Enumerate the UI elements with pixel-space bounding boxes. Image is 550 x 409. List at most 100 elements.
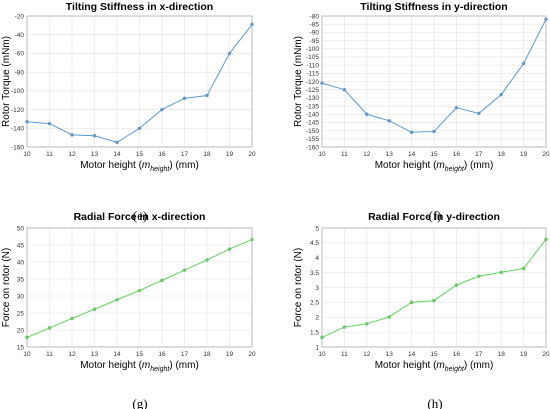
x-tick-label: 12 <box>363 351 371 358</box>
data-point <box>25 119 29 124</box>
y-axis-label: Force on rotor (N) <box>293 248 304 327</box>
y-tick-label: 1 <box>315 344 319 351</box>
x-tick-label: 18 <box>203 351 211 358</box>
y-tick-label: 2.5 <box>310 300 319 307</box>
x-axis-label: Motor height (mheight) (mm) <box>80 160 199 173</box>
y-tick-label: 5 <box>315 225 319 232</box>
data-point <box>387 315 391 319</box>
y-tick-label: -105 <box>306 54 319 61</box>
chart-title: Tilting Stiffness in y-direction <box>360 1 507 13</box>
y-tick-label: 45 <box>17 242 25 249</box>
data-point <box>409 300 414 305</box>
x-tick-label: 20 <box>248 151 256 158</box>
x-tick-label: 12 <box>363 151 371 158</box>
x-tick-label: 17 <box>181 151 189 158</box>
x-axis-label-var: m <box>436 360 444 371</box>
x-axis-label-sub: height <box>445 366 465 373</box>
y-tick-label: 25 <box>17 310 25 317</box>
data-point <box>137 288 142 293</box>
y-tick-label: 3.5 <box>310 270 319 277</box>
y-axis-label: Rotor Torque (mNm) <box>1 36 12 127</box>
y-tick-label: -60 <box>15 51 25 58</box>
panel-caption: (g) <box>132 396 147 409</box>
data-point <box>454 105 459 110</box>
y-axis-label: Force on rotor (N) <box>1 248 12 327</box>
x-axis-label-var: m <box>436 160 444 171</box>
y-tick-label: -155 <box>306 136 319 143</box>
data-point <box>205 93 209 98</box>
data-point <box>320 81 324 85</box>
x-tick-label: 10 <box>318 351 326 358</box>
x-axis-label-suffix: ) (mm) <box>169 360 198 371</box>
data-point <box>182 268 187 272</box>
x-tick-label: 13 <box>386 151 394 158</box>
y-tick-label: -80 <box>310 13 320 20</box>
x-tick-label: 14 <box>113 351 121 358</box>
x-axis-label: Motor height (mheight) (mm) <box>375 160 494 173</box>
data-point <box>160 278 164 283</box>
data-point <box>342 325 347 329</box>
y-tick-label: 50 <box>17 225 25 232</box>
panel-caption: (f) <box>429 208 442 223</box>
x-tick-label: 17 <box>475 151 483 158</box>
x-axis-label-var: m <box>142 160 150 171</box>
plot-frame <box>321 227 547 348</box>
y-tick-label: -90 <box>310 30 320 37</box>
chart-title: Radial Force in x-direction <box>74 211 206 223</box>
x-tick-label: 15 <box>430 151 438 158</box>
data-point <box>250 237 254 242</box>
data-point <box>25 335 29 340</box>
y-tick-label: -80 <box>15 69 25 76</box>
data-point <box>477 111 481 116</box>
x-tick-label: 11 <box>46 151 53 158</box>
y-tick-label: -135 <box>306 103 319 110</box>
data-point <box>521 266 526 271</box>
x-tick-label: 20 <box>248 351 256 358</box>
x-tick-label: 15 <box>136 151 144 158</box>
data-point <box>365 322 369 326</box>
y-tick-label: 4.5 <box>310 240 319 247</box>
x-axis-label-suffix: ) (mm) <box>464 360 493 371</box>
y-tick-label: 15 <box>17 344 25 351</box>
x-axis-label-sub: height <box>150 166 170 173</box>
x-tick-label: 17 <box>475 351 483 358</box>
y-tick-label: -120 <box>11 107 24 114</box>
x-tick-label: 10 <box>318 151 326 158</box>
y-tick-label: -145 <box>306 120 319 127</box>
x-tick-label: 15 <box>430 351 438 358</box>
chart-title: Radial Force in y-direction <box>368 211 500 223</box>
y-tick-label: -150 <box>306 128 319 135</box>
y-tick-label: -100 <box>11 88 24 95</box>
y-tick-label: -160 <box>11 144 24 151</box>
x-axis-label-sub: height <box>445 166 465 173</box>
chart-title: Tilting Stiffness in x-direction <box>66 1 213 13</box>
data-point <box>182 96 187 101</box>
data-point <box>137 126 142 131</box>
y-tick-label: -40 <box>15 32 25 39</box>
data-point <box>205 258 209 262</box>
x-axis-label-suffix: ) (mm) <box>464 160 493 171</box>
x-tick-label: 11 <box>341 151 348 158</box>
data-point <box>432 298 436 303</box>
y-tick-label: -130 <box>306 95 319 102</box>
x-tick-label: 20 <box>542 351 550 358</box>
x-tick-label: 18 <box>203 151 211 158</box>
data-point <box>544 17 548 22</box>
y-tick-label: -95 <box>310 38 320 45</box>
x-tick-label: 19 <box>520 151 528 158</box>
data-point <box>521 61 526 66</box>
data-point <box>454 283 459 287</box>
x-tick-label: 19 <box>226 351 234 358</box>
x-tick-label: 12 <box>68 151 76 158</box>
x-tick-label: 10 <box>23 151 31 158</box>
data-point <box>250 22 254 27</box>
x-axis-label: Motor height (mheight) (mm) <box>375 360 494 373</box>
data-point <box>499 92 503 97</box>
x-tick-label: 16 <box>453 351 461 358</box>
panel-caption: (h) <box>427 396 442 409</box>
y-tick-label: 3 <box>315 285 319 292</box>
x-tick-label: 13 <box>386 351 394 358</box>
data-point <box>70 316 74 321</box>
y-tick-label: -140 <box>306 112 319 119</box>
